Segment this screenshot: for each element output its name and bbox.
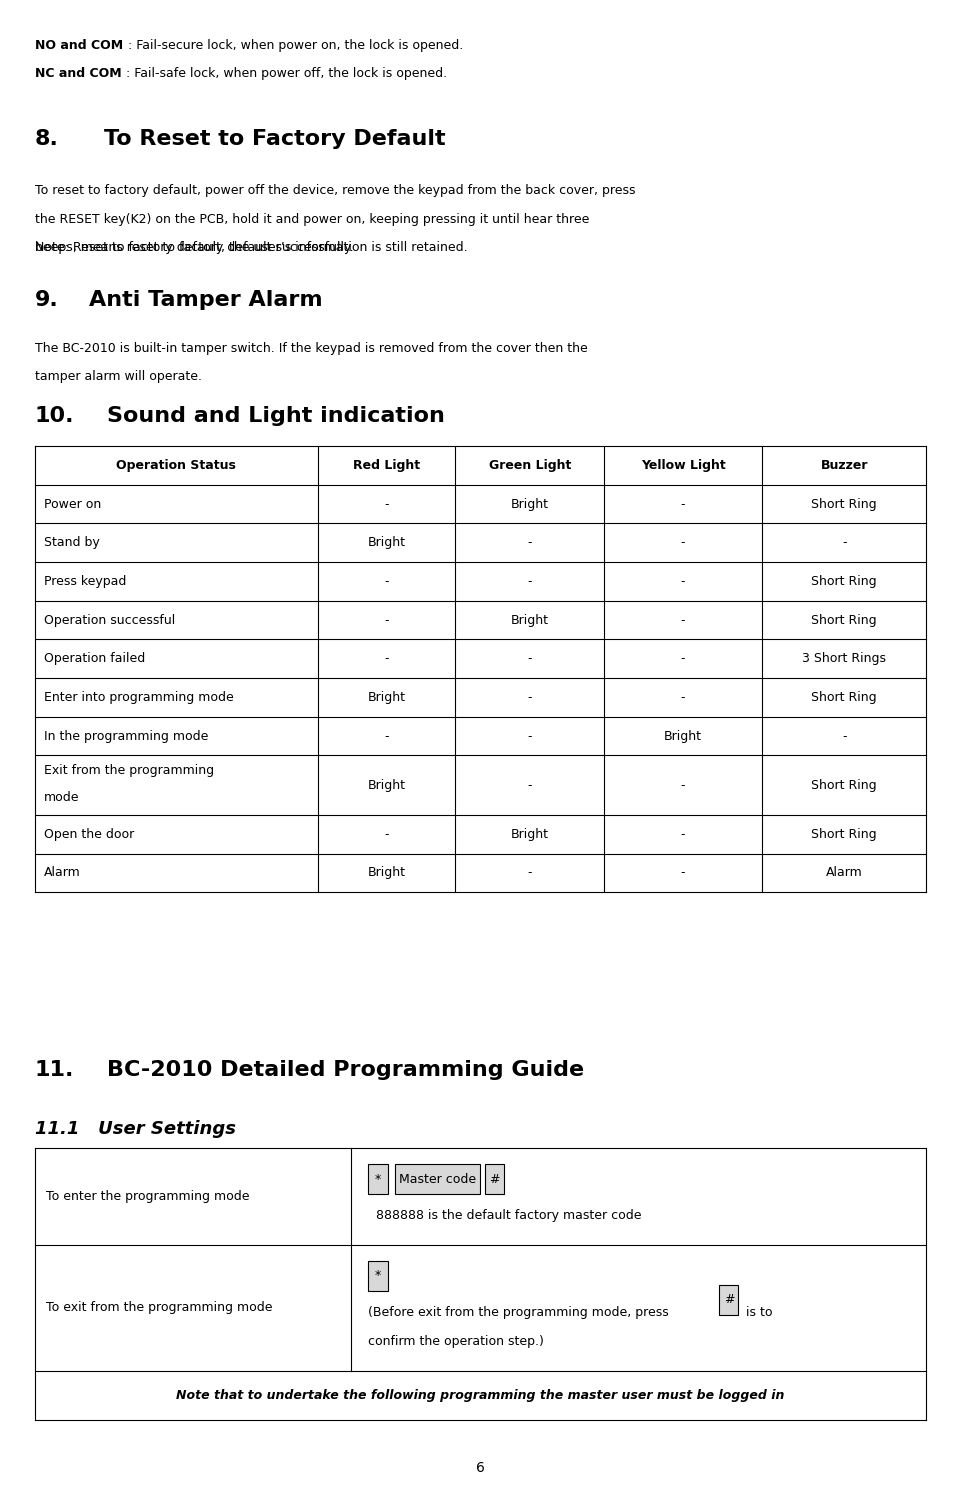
Text: 3 Short Rings: 3 Short Rings <box>802 653 886 665</box>
Text: 8.: 8. <box>35 129 59 149</box>
Text: To Reset to Factory Default: To Reset to Factory Default <box>104 129 445 149</box>
Text: Bright: Bright <box>664 730 702 742</box>
Text: Exit from the programming: Exit from the programming <box>44 764 214 778</box>
Text: -: - <box>680 575 685 587</box>
Text: Press keypad: Press keypad <box>44 575 127 587</box>
Text: : Fail-secure lock, when power on, the lock is opened.: : Fail-secure lock, when power on, the l… <box>128 39 463 52</box>
Text: -: - <box>384 730 389 742</box>
Bar <box>484 1164 504 1194</box>
Text: In the programming mode: In the programming mode <box>44 730 209 742</box>
Text: -: - <box>528 779 532 791</box>
Text: -: - <box>842 537 847 549</box>
Text: Open the door: Open the door <box>44 828 135 840</box>
Text: (Before exit from the programming mode, press: (Before exit from the programming mode, … <box>368 1306 669 1319</box>
Text: Anti Tamper Alarm: Anti Tamper Alarm <box>89 290 323 309</box>
Text: : Fail-safe lock, when power off, the lock is opened.: : Fail-safe lock, when power off, the lo… <box>126 67 447 80</box>
Text: Operation Status: Operation Status <box>116 459 236 471</box>
Text: Short Ring: Short Ring <box>811 614 877 626</box>
Text: -: - <box>842 730 847 742</box>
Text: Alarm: Alarm <box>825 867 863 879</box>
Text: -: - <box>528 730 532 742</box>
Text: #: # <box>489 1173 500 1185</box>
Text: *: * <box>375 1173 382 1185</box>
Bar <box>395 1164 480 1194</box>
Text: Bright: Bright <box>368 779 406 791</box>
Text: To exit from the programming mode: To exit from the programming mode <box>46 1301 273 1315</box>
Text: *: * <box>375 1270 382 1282</box>
Text: Green Light: Green Light <box>488 459 571 471</box>
Text: Buzzer: Buzzer <box>821 459 868 471</box>
Text: BC-2010 Detailed Programming Guide: BC-2010 Detailed Programming Guide <box>107 1060 583 1080</box>
Text: Alarm: Alarm <box>44 867 81 879</box>
Text: 888888 is the default factory master code: 888888 is the default factory master cod… <box>376 1209 642 1222</box>
Text: -: - <box>384 828 389 840</box>
Text: Bright: Bright <box>368 867 406 879</box>
Text: Short Ring: Short Ring <box>811 691 877 703</box>
Text: Enter into programming mode: Enter into programming mode <box>44 691 234 703</box>
Text: Sound and Light indication: Sound and Light indication <box>107 406 445 425</box>
Text: Operation successful: Operation successful <box>44 614 176 626</box>
Text: the RESET key(K2) on the PCB, hold it and power on, keeping pressing it until he: the RESET key(K2) on the PCB, hold it an… <box>35 213 589 226</box>
Text: The BC-2010 is built-in tamper switch. If the keypad is removed from the cover t: The BC-2010 is built-in tamper switch. I… <box>35 342 587 355</box>
Text: To enter the programming mode: To enter the programming mode <box>46 1190 250 1203</box>
Text: Bright: Bright <box>510 614 549 626</box>
Text: -: - <box>680 498 685 510</box>
Text: -: - <box>680 828 685 840</box>
Text: -: - <box>528 867 532 879</box>
Text: Note: Reset to factory default, the user’s information is still retained.: Note: Reset to factory default, the user… <box>35 241 467 254</box>
Text: Bright: Bright <box>368 691 406 703</box>
Text: beeps, means reset to factory default successfully.: beeps, means reset to factory default su… <box>35 241 354 254</box>
Text: Short Ring: Short Ring <box>811 828 877 840</box>
Text: -: - <box>528 691 532 703</box>
Text: -: - <box>680 867 685 879</box>
Bar <box>719 1285 738 1315</box>
Text: Short Ring: Short Ring <box>811 779 877 791</box>
Text: NC and COM: NC and COM <box>35 67 121 80</box>
Text: Master code: Master code <box>399 1173 477 1185</box>
Text: confirm the operation step.): confirm the operation step.) <box>368 1335 544 1349</box>
Text: -: - <box>384 653 389 665</box>
Text: -: - <box>528 537 532 549</box>
Text: Bright: Bright <box>510 828 549 840</box>
Text: -: - <box>680 614 685 626</box>
Text: is to: is to <box>742 1306 773 1319</box>
Text: -: - <box>384 575 389 587</box>
Text: Bright: Bright <box>368 537 406 549</box>
Text: #: # <box>724 1294 734 1306</box>
Text: -: - <box>680 653 685 665</box>
Text: Bright: Bright <box>510 498 549 510</box>
Text: NO and COM: NO and COM <box>35 39 123 52</box>
Text: 6: 6 <box>476 1460 485 1475</box>
Text: 9.: 9. <box>35 290 59 309</box>
Text: Stand by: Stand by <box>44 537 100 549</box>
Text: Short Ring: Short Ring <box>811 498 877 510</box>
Text: 11.1   User Settings: 11.1 User Settings <box>35 1120 235 1138</box>
Text: Note that to undertake the following programming the master user must be logged : Note that to undertake the following pro… <box>176 1389 785 1402</box>
Text: tamper alarm will operate.: tamper alarm will operate. <box>35 370 202 384</box>
Text: Operation failed: Operation failed <box>44 653 145 665</box>
Text: Short Ring: Short Ring <box>811 575 877 587</box>
Text: -: - <box>384 498 389 510</box>
Bar <box>368 1164 387 1194</box>
Text: -: - <box>680 691 685 703</box>
Text: Yellow Light: Yellow Light <box>641 459 726 471</box>
Text: 11.: 11. <box>35 1060 74 1080</box>
Text: -: - <box>528 653 532 665</box>
Bar <box>368 1261 387 1291</box>
Text: 10.: 10. <box>35 406 74 425</box>
Text: Red Light: Red Light <box>353 459 420 471</box>
Text: mode: mode <box>44 791 80 804</box>
Text: Power on: Power on <box>44 498 102 510</box>
Text: -: - <box>680 537 685 549</box>
Text: -: - <box>384 614 389 626</box>
Text: To reset to factory default, power off the device, remove the keypad from the ba: To reset to factory default, power off t… <box>35 184 635 198</box>
Text: -: - <box>680 779 685 791</box>
Text: -: - <box>528 575 532 587</box>
